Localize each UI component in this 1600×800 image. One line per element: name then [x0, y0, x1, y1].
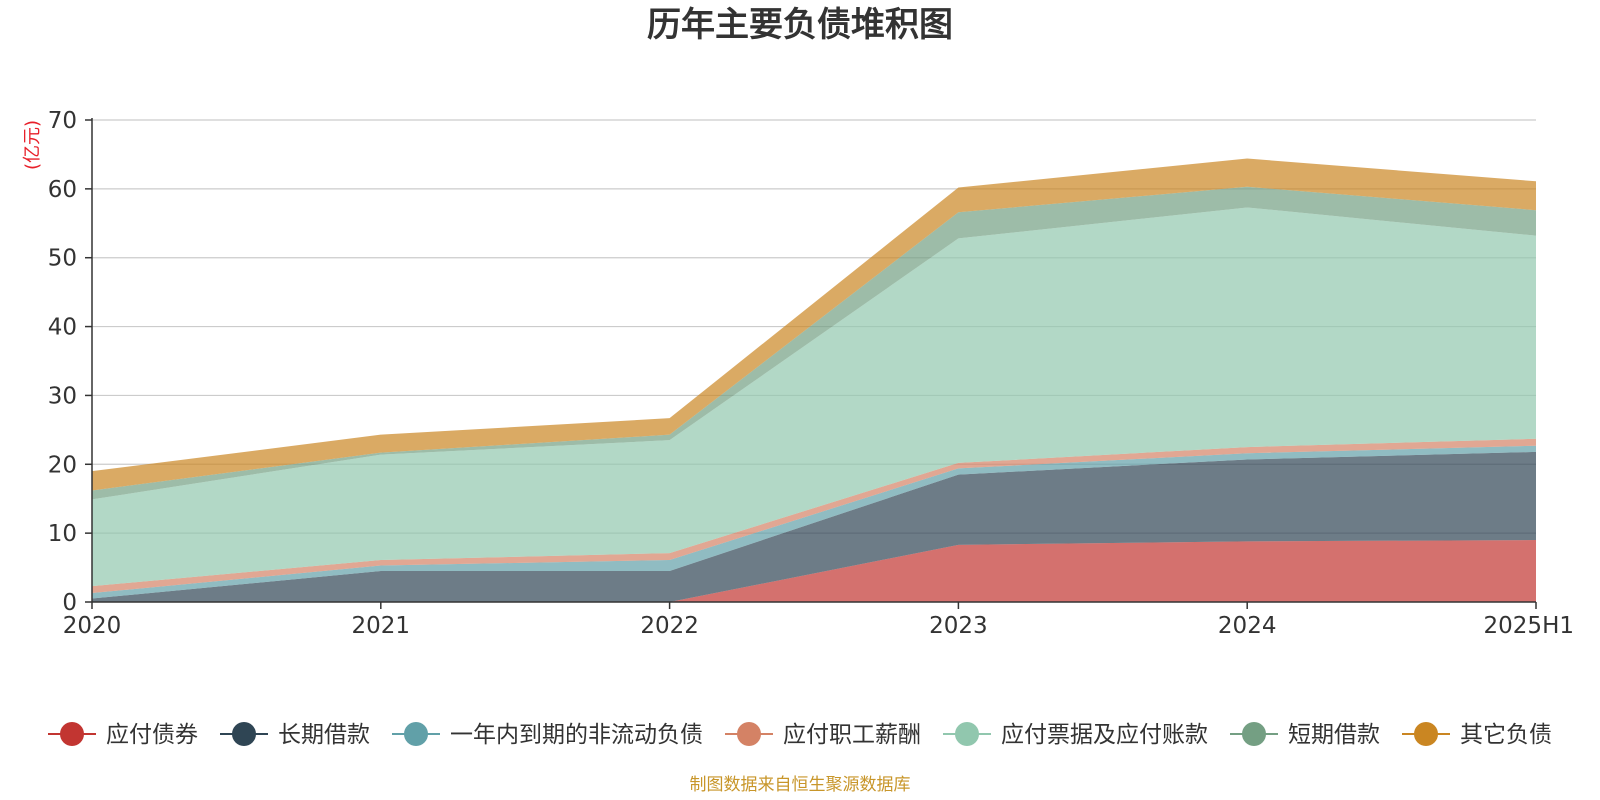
x-tick-label: 2023	[929, 613, 988, 639]
legend-marker	[404, 722, 428, 746]
legend-marker	[1242, 722, 1266, 746]
area-series-5[interactable]	[92, 186, 1536, 500]
area-series-0[interactable]	[92, 540, 1536, 602]
x-tick-label: 2025H1	[1484, 613, 1574, 639]
legend-item-2[interactable]: 一年内到期的非流动负债	[392, 722, 703, 748]
area-series-6[interactable]	[92, 158, 1536, 491]
y-tick-label: 60	[48, 177, 77, 203]
y-axis-unit-label: (亿元)	[22, 120, 43, 170]
legend-label: 应付债券	[106, 722, 198, 748]
legend-label: 短期借款	[1288, 722, 1380, 748]
legend-item-5[interactable]: 短期借款	[1230, 722, 1380, 748]
legend-item-3[interactable]: 应付职工薪酬	[725, 722, 921, 748]
area-series-layer	[92, 158, 1536, 602]
x-tick-label: 2022	[640, 613, 699, 639]
legend-marker	[955, 722, 979, 746]
legend-label: 其它负债	[1460, 722, 1552, 748]
area-series-2[interactable]	[92, 445, 1536, 599]
legend-label: 一年内到期的非流动负债	[450, 722, 703, 748]
x-tick-label: 2020	[63, 613, 122, 639]
data-source-note: 制图数据来自恒生聚源数据库	[690, 775, 911, 795]
legend-item-4[interactable]: 应付票据及应付账款	[943, 722, 1208, 748]
legend-item-6[interactable]: 其它负债	[1402, 722, 1552, 748]
legend-marker	[60, 722, 84, 746]
legend-label: 长期借款	[278, 722, 370, 748]
legend-marker	[232, 722, 256, 746]
area-series-3[interactable]	[92, 438, 1536, 594]
area-series-1[interactable]	[92, 451, 1536, 602]
y-tick-label: 30	[48, 383, 77, 409]
x-tick-label: 2021	[352, 613, 411, 639]
y-tick-label: 10	[48, 521, 77, 547]
y-tick-label: 50	[48, 246, 77, 272]
x-tick-label: 2024	[1218, 613, 1277, 639]
legend-marker	[1414, 722, 1438, 746]
axes: 0 10 20 30 40 50 60 70 2020 2021 2022 2023 2024 2025H…	[48, 108, 1574, 639]
legend-label: 应付票据及应付账款	[1001, 722, 1208, 748]
legend[interactable]: 应付债券 长期借款 一年内到期的非流动负债 应付职工薪酬 应付票据及应付账款 短期借款 其它…	[48, 722, 1552, 748]
y-tick-label: 40	[48, 315, 77, 341]
y-tick-label: 0	[62, 590, 77, 616]
y-tick-label: 20	[48, 452, 77, 478]
y-tick-label: 70	[48, 108, 77, 134]
chart-title: 历年主要负债堆积图	[647, 5, 953, 45]
legend-item-1[interactable]: 长期借款	[220, 722, 370, 748]
legend-item-0[interactable]: 应付债券	[48, 722, 198, 748]
legend-marker	[737, 722, 761, 746]
legend-label: 应付职工薪酬	[783, 722, 921, 748]
area-series-4[interactable]	[92, 207, 1536, 587]
